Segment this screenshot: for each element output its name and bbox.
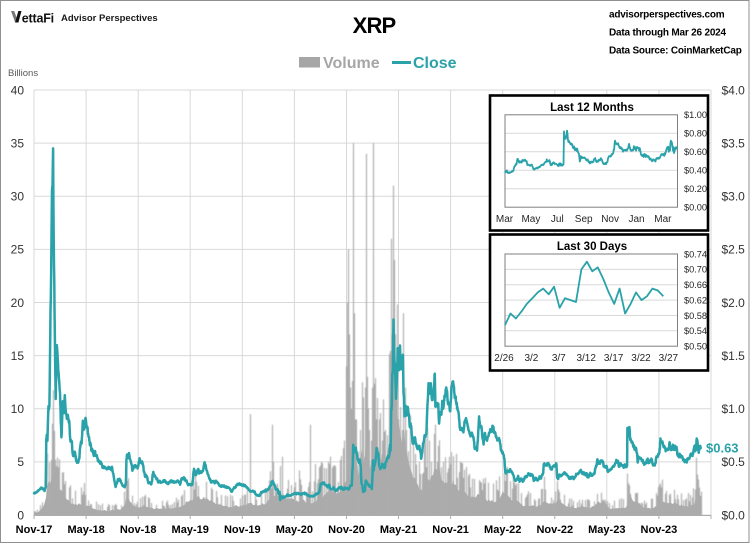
svg-text:advisorperspectives.com: advisorperspectives.com xyxy=(609,10,725,21)
svg-text:0: 0 xyxy=(17,508,24,522)
svg-text:May-23: May-23 xyxy=(588,524,625,536)
svg-text:May-21: May-21 xyxy=(380,524,417,536)
svg-text:3/7: 3/7 xyxy=(552,353,566,364)
svg-text:May-22: May-22 xyxy=(484,524,521,536)
svg-text:Billions: Billions xyxy=(8,68,38,79)
svg-text:$3.0: $3.0 xyxy=(722,190,746,204)
svg-text:May-20: May-20 xyxy=(276,524,313,536)
svg-text:$0.00: $0.00 xyxy=(684,203,707,213)
svg-text:Data Source: CoinMarketCap: Data Source: CoinMarketCap xyxy=(609,46,742,57)
svg-text:Nov-19: Nov-19 xyxy=(224,524,261,536)
svg-text:3/17: 3/17 xyxy=(604,353,624,364)
svg-text:15: 15 xyxy=(11,349,25,363)
svg-text:$0.66: $0.66 xyxy=(684,280,707,290)
svg-text:Nov-18: Nov-18 xyxy=(120,524,157,536)
svg-text:Nov-17: Nov-17 xyxy=(16,524,53,536)
svg-text:$0.54: $0.54 xyxy=(684,326,707,336)
svg-text:$0.63: $0.63 xyxy=(706,441,739,456)
svg-text:$0.20: $0.20 xyxy=(684,184,707,194)
svg-text:$0.58: $0.58 xyxy=(684,311,707,321)
svg-text:Nov: Nov xyxy=(601,214,619,225)
svg-text:$0.5: $0.5 xyxy=(722,455,746,469)
svg-text:Mar: Mar xyxy=(654,214,672,225)
svg-text:3/22: 3/22 xyxy=(631,353,651,364)
svg-text:Last 12 Months: Last 12 Months xyxy=(550,102,634,114)
svg-text:30: 30 xyxy=(11,190,25,204)
svg-text:Sep: Sep xyxy=(575,214,593,225)
svg-text:$0.62: $0.62 xyxy=(684,295,707,305)
svg-text:$1.5: $1.5 xyxy=(722,349,746,363)
svg-text:Last 30 Days: Last 30 Days xyxy=(557,241,627,253)
svg-text:$1.0: $1.0 xyxy=(722,402,746,416)
svg-text:Close: Close xyxy=(413,55,457,72)
svg-text:$4.0: $4.0 xyxy=(722,83,746,97)
svg-text:3/2: 3/2 xyxy=(524,353,538,364)
svg-text:40: 40 xyxy=(11,83,25,97)
svg-text:XRP: XRP xyxy=(353,13,396,38)
svg-text:2/26: 2/26 xyxy=(494,353,514,364)
svg-text:$0.74: $0.74 xyxy=(684,249,707,259)
svg-text:ettaFi: ettaFi xyxy=(22,12,54,26)
svg-text:$0.80: $0.80 xyxy=(684,129,707,139)
svg-text:$2.0: $2.0 xyxy=(722,296,746,310)
svg-text:$1.00: $1.00 xyxy=(684,110,707,120)
svg-text:3/12: 3/12 xyxy=(576,353,596,364)
svg-text:Mar: Mar xyxy=(496,214,514,225)
svg-text:Data through Mar 26 2024: Data through Mar 26 2024 xyxy=(609,28,727,39)
svg-text:Nov-23: Nov-23 xyxy=(641,524,678,536)
svg-text:Nov-22: Nov-22 xyxy=(536,524,573,536)
svg-text:10: 10 xyxy=(11,402,25,416)
svg-text:25: 25 xyxy=(11,243,25,257)
svg-text:Volume: Volume xyxy=(323,55,380,72)
svg-text:Jul: Jul xyxy=(551,214,564,225)
svg-text:Advisor Perspectives: Advisor Perspectives xyxy=(61,13,158,24)
svg-text:$0.60: $0.60 xyxy=(684,147,707,157)
svg-text:35: 35 xyxy=(11,136,25,150)
svg-text:20: 20 xyxy=(11,296,25,310)
svg-text:Nov-21: Nov-21 xyxy=(432,524,469,536)
svg-text:$0.40: $0.40 xyxy=(684,166,707,176)
svg-text:$3.5: $3.5 xyxy=(722,136,746,150)
svg-text:$0.50: $0.50 xyxy=(684,342,707,352)
svg-text:$2.5: $2.5 xyxy=(722,243,746,257)
svg-text:5: 5 xyxy=(17,455,24,469)
svg-text:$0.0: $0.0 xyxy=(722,508,746,522)
svg-text:Jan: Jan xyxy=(628,214,644,225)
svg-text:May: May xyxy=(521,214,540,225)
svg-text:May-19: May-19 xyxy=(172,524,209,536)
svg-text:May-18: May-18 xyxy=(67,524,104,536)
svg-text:Nov-20: Nov-20 xyxy=(328,524,365,536)
svg-text:3/27: 3/27 xyxy=(659,353,679,364)
svg-text:$0.70: $0.70 xyxy=(684,265,707,275)
